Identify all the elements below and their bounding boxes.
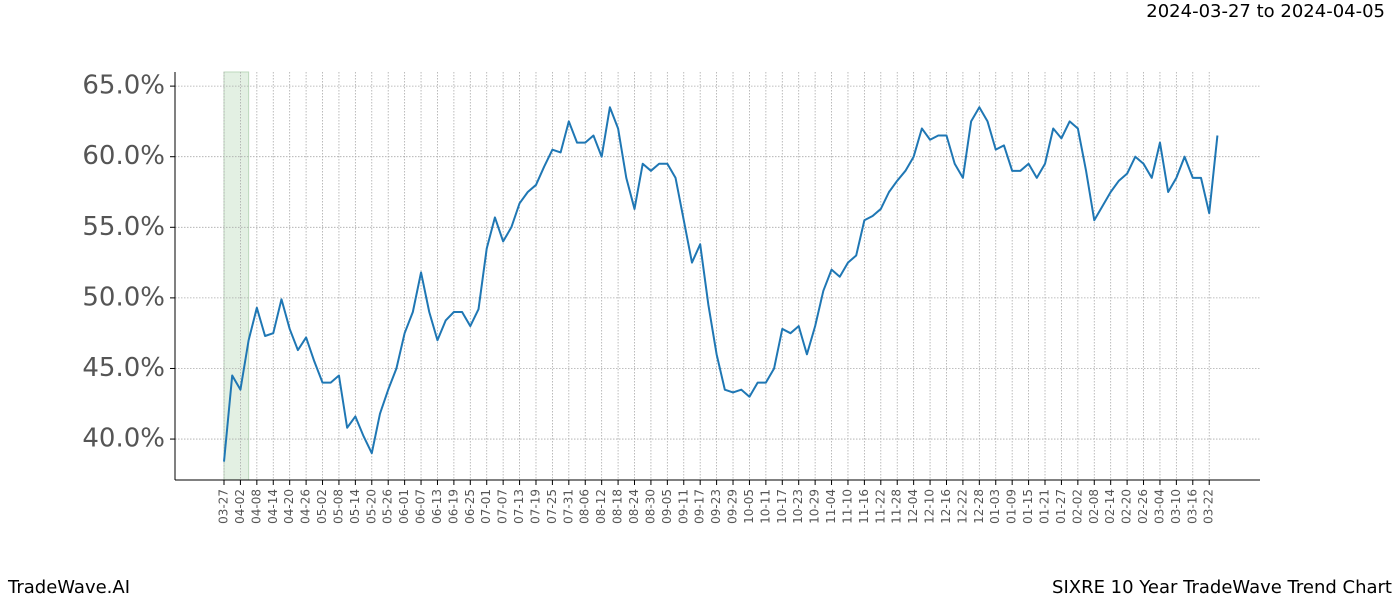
- x-tick-label: 07-13: [512, 489, 526, 524]
- x-tick-label: 01-15: [1021, 489, 1035, 524]
- chart-subtitle: 2024-03-27 to 2024-04-05: [1146, 1, 1385, 22]
- x-tick-label: 09-05: [660, 489, 674, 524]
- x-tick-label: 11-16: [857, 489, 871, 524]
- x-tick-label: 08-24: [627, 489, 641, 524]
- x-tick-label: 03-16: [1185, 489, 1199, 524]
- x-tick-label: 06-25: [463, 489, 477, 524]
- x-tick-label: 12-28: [972, 489, 986, 524]
- x-tick-label: 06-19: [446, 489, 460, 524]
- x-tick-label: 04-20: [282, 489, 296, 524]
- x-tick-label: 04-14: [266, 489, 280, 524]
- x-tick-label: 09-29: [726, 489, 740, 524]
- x-tick-label: 08-30: [643, 489, 657, 524]
- x-tick-label: 01-03: [988, 489, 1002, 524]
- x-tick-label: 05-02: [315, 489, 329, 524]
- x-tick-label: 05-14: [348, 489, 362, 524]
- y-tick-label: 50.0%: [82, 282, 165, 312]
- y-tick-label: 55.0%: [82, 212, 165, 242]
- x-tick-label: 11-10: [840, 489, 854, 524]
- x-tick-label: 02-26: [1136, 489, 1150, 524]
- x-tick-label: 06-01: [397, 489, 411, 524]
- y-tick-label: 40.0%: [82, 424, 165, 454]
- x-tick-label: 06-07: [414, 489, 428, 524]
- y-tick-label: 45.0%: [82, 353, 165, 383]
- x-tick-label: 02-02: [1070, 489, 1084, 524]
- x-tick-label: 03-27: [217, 489, 231, 524]
- x-tick-label: 04-02: [233, 489, 247, 524]
- x-tick-label: 11-22: [873, 489, 887, 524]
- x-tick-label: 10-11: [758, 489, 772, 524]
- x-tick-label: 02-08: [1087, 489, 1101, 524]
- x-tick-label: 12-04: [906, 489, 920, 524]
- x-tick-label: 07-01: [479, 489, 493, 524]
- x-tick-label: 11-28: [890, 489, 904, 524]
- x-tick-label: 02-14: [1103, 489, 1117, 524]
- x-tick-label: 09-17: [693, 489, 707, 524]
- x-tick-label: 07-07: [496, 489, 510, 524]
- x-tick-label: 07-19: [528, 489, 542, 524]
- x-tick-label: 03-04: [1152, 489, 1166, 524]
- x-tick-label: 12-22: [955, 489, 969, 524]
- y-tick-label: 60.0%: [82, 141, 165, 171]
- x-tick-label: 10-23: [791, 489, 805, 524]
- trend-line: [223, 106, 1219, 462]
- x-tick-label: 12-16: [939, 489, 953, 524]
- x-tick-label: 11-04: [824, 489, 838, 524]
- x-tick-label: 05-26: [381, 489, 395, 524]
- x-tick-label: 01-27: [1054, 489, 1068, 524]
- x-tick-label: 10-05: [742, 489, 756, 524]
- x-tick-label: 05-20: [364, 489, 378, 524]
- x-tick-label: 01-09: [1005, 489, 1019, 524]
- x-tick-label: 05-08: [331, 489, 345, 524]
- source-label: TradeWave.AI: [7, 577, 130, 598]
- x-tick-label: 03-22: [1202, 489, 1216, 524]
- x-tick-label: 07-25: [545, 489, 559, 524]
- x-tick-label: 03-10: [1169, 489, 1183, 524]
- x-tick-label: 12-10: [923, 489, 937, 524]
- x-tick-label: 08-18: [611, 489, 625, 524]
- x-tick-label: 10-17: [775, 489, 789, 524]
- x-tick-label: 07-31: [561, 489, 575, 524]
- x-tick-label: 01-21: [1038, 489, 1052, 524]
- x-tick-label: 02-20: [1120, 489, 1134, 524]
- chart-title: SIXRE 10 Year TradeWave Trend Chart: [1052, 577, 1392, 598]
- y-tick-label: 65.0%: [82, 71, 165, 101]
- x-tick-label: 04-26: [299, 489, 313, 524]
- x-tick-label: 10-29: [808, 489, 822, 524]
- x-tick-label: 04-08: [249, 489, 263, 524]
- x-tick-label: 08-12: [594, 489, 608, 524]
- x-tick-label: 06-13: [430, 489, 444, 524]
- x-tick-label: 09-11: [676, 489, 690, 524]
- x-tick-label: 08-06: [578, 489, 592, 524]
- x-tick-label: 09-23: [709, 489, 723, 524]
